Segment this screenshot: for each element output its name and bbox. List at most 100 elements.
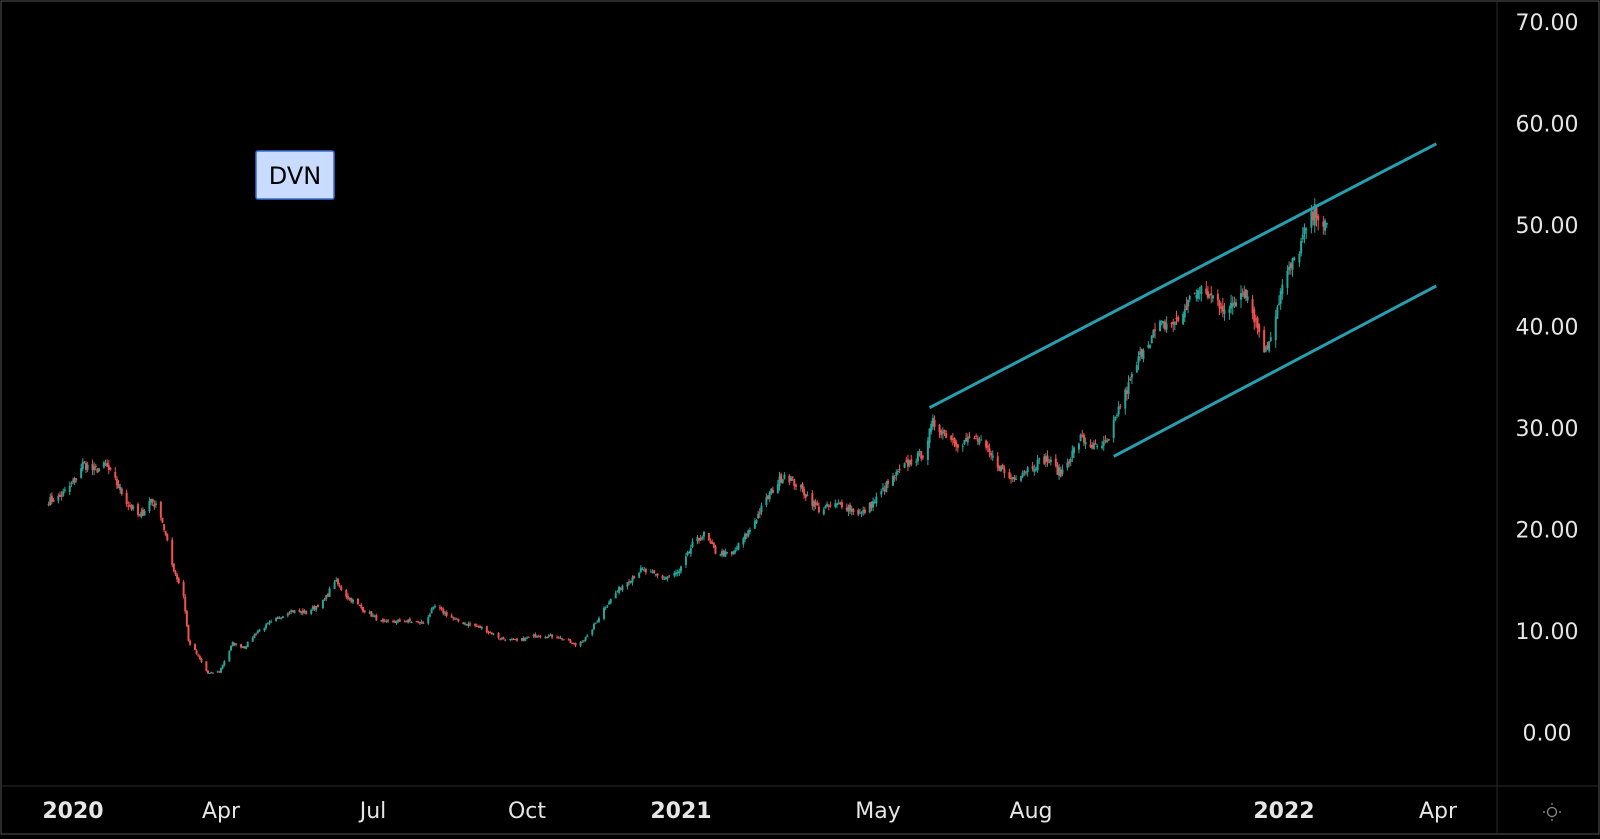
candle-body <box>712 542 715 548</box>
candle-body <box>197 654 200 656</box>
candle-body <box>474 623 477 626</box>
candle-body <box>370 611 373 617</box>
candle-body <box>941 431 944 434</box>
candle-body <box>1026 467 1029 473</box>
candle-body <box>714 546 717 554</box>
candle-body <box>130 504 133 510</box>
candle-body <box>430 609 433 614</box>
candle-body <box>608 602 611 605</box>
candle-body <box>581 641 584 643</box>
candle-body <box>938 424 941 432</box>
candle-body <box>732 551 735 555</box>
candle-body <box>986 445 989 448</box>
candle-body <box>1048 462 1051 464</box>
candle-body <box>410 622 413 624</box>
settings-icon[interactable] <box>1543 803 1561 821</box>
candle-body <box>107 465 110 471</box>
y-tick-label: 30.00 <box>1516 417 1579 442</box>
candle-body <box>609 598 612 604</box>
candle-body <box>1038 458 1041 460</box>
candle-body <box>955 441 958 447</box>
x-tick-label: Aug <box>1010 799 1053 824</box>
candle-body <box>988 448 991 453</box>
candle-body <box>765 497 768 505</box>
candle-body <box>1140 349 1143 358</box>
candle-body <box>1243 291 1246 298</box>
y-tick-label: 20.00 <box>1516 519 1579 544</box>
candle-body <box>500 637 503 640</box>
sun-gear-icon <box>1546 806 1558 818</box>
candle-body <box>504 639 507 641</box>
candle-body <box>745 533 748 536</box>
candle-body <box>62 491 65 496</box>
candle-body <box>450 615 453 618</box>
candle-body <box>526 637 528 639</box>
candle-body <box>829 505 832 507</box>
candle-body <box>231 641 234 647</box>
candle-body <box>438 607 441 609</box>
candle-body <box>641 569 644 571</box>
candle-body <box>94 465 97 468</box>
candle-body <box>702 531 705 537</box>
candle-body <box>1160 320 1163 322</box>
candle-body <box>1218 300 1221 309</box>
candle-body <box>182 581 185 596</box>
ticker-label[interactable]: DVN <box>255 150 335 200</box>
candle-body <box>159 501 162 518</box>
candle-body <box>858 512 861 514</box>
candle-body <box>744 533 747 540</box>
candle-body <box>801 483 804 490</box>
candle-body <box>440 607 443 610</box>
candle-body <box>467 623 470 626</box>
candle-body <box>72 480 74 482</box>
candle-body <box>791 476 794 478</box>
price-axis[interactable]: 70.00 60.00 50.00 40.00 30.00 20.00 10.00 0.00 <box>1516 11 1579 747</box>
candle-body <box>380 620 383 622</box>
candle-body <box>522 638 525 641</box>
candle-body <box>527 636 530 638</box>
channel-line[interactable] <box>1112 284 1437 458</box>
candle-body <box>817 506 820 513</box>
candle-body <box>643 569 646 571</box>
candle-body <box>1107 439 1110 441</box>
candle-body <box>479 626 482 628</box>
candle-body <box>1206 291 1209 298</box>
candle-body <box>1312 211 1315 221</box>
candle-body <box>1216 293 1219 301</box>
candle-body <box>397 619 400 622</box>
candle-body <box>868 502 871 513</box>
candle-body <box>834 503 837 507</box>
candle-body <box>490 632 493 635</box>
candle-body <box>120 488 123 494</box>
candle-body <box>1301 234 1304 240</box>
time-axis[interactable]: 2020 Apr Jul Oct 2021 May Aug 2022 Apr <box>42 799 1458 824</box>
candle-body <box>850 508 853 512</box>
candle-body <box>1049 459 1052 463</box>
candle-body <box>58 494 61 497</box>
candle-body <box>1142 350 1145 360</box>
candle-body <box>291 610 294 613</box>
candle-body <box>990 452 993 456</box>
candle-body <box>1137 356 1140 363</box>
channel-line[interactable] <box>928 142 1437 410</box>
candle-body <box>688 551 691 554</box>
candle-body <box>1200 286 1203 295</box>
candle-body <box>863 509 866 513</box>
candle-body <box>206 670 209 674</box>
candle-body <box>793 478 796 486</box>
candle-body <box>921 456 924 458</box>
candle-body <box>557 637 560 639</box>
candle-body <box>930 424 933 432</box>
candle-body <box>603 608 605 619</box>
candles-layer <box>47 198 1328 675</box>
candle-body <box>1015 478 1018 480</box>
candle-body <box>243 646 246 649</box>
candle-body <box>783 474 786 479</box>
candle-body <box>824 506 827 509</box>
candle-body <box>469 623 472 625</box>
candle-body <box>258 629 261 632</box>
candle-body <box>760 505 763 513</box>
candle-body <box>432 606 435 610</box>
